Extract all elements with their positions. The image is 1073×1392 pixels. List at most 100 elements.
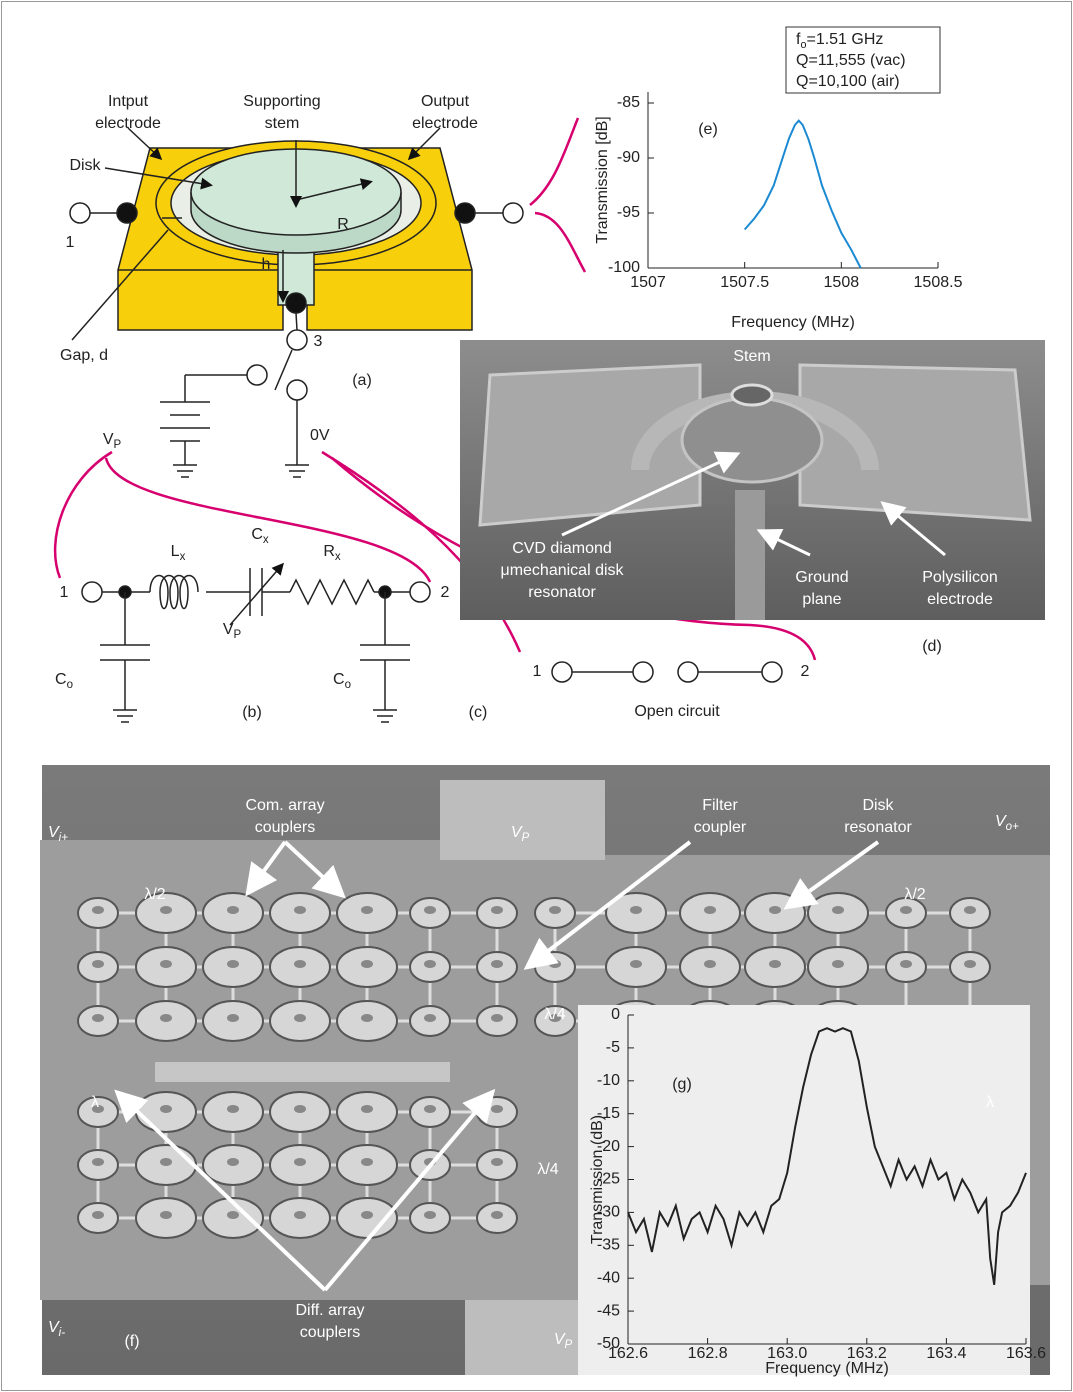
label: λ/4 bbox=[544, 1006, 565, 1023]
label: (a) bbox=[352, 372, 372, 389]
label-sub: x bbox=[335, 551, 341, 563]
y-axis-label: Transmission (dB) bbox=[589, 1115, 606, 1244]
label: (e) bbox=[698, 121, 718, 138]
label: Filter bbox=[702, 797, 738, 814]
label: electrode bbox=[927, 591, 993, 608]
label-base: C bbox=[251, 526, 263, 543]
y-tick-label: -85 bbox=[617, 94, 640, 111]
label-sub: o+ bbox=[1006, 821, 1019, 833]
label: Stem bbox=[733, 348, 770, 365]
resonator-stem bbox=[160, 1105, 172, 1113]
label: 1 bbox=[66, 234, 75, 251]
label: μmechanical disk bbox=[500, 562, 624, 579]
resonator-stem bbox=[160, 1158, 172, 1166]
label: Q=10,100 (air) bbox=[796, 73, 900, 90]
x-axis-label: Frequency (MHz) bbox=[765, 1360, 889, 1377]
resonator-stem bbox=[227, 1105, 239, 1113]
resonator-stem bbox=[769, 960, 781, 968]
resonator-stem bbox=[491, 960, 503, 968]
y-axis-label: Transmission [dB] bbox=[594, 116, 611, 243]
x-tick-label: 162.8 bbox=[688, 1345, 728, 1362]
label-base: C bbox=[55, 671, 67, 688]
label: (b) bbox=[242, 704, 262, 721]
resonator-stem bbox=[491, 1014, 503, 1022]
label: h bbox=[262, 256, 271, 273]
y-tick-label: -5 bbox=[606, 1039, 620, 1056]
y-tick-label: -45 bbox=[597, 1302, 620, 1319]
resonator-stem bbox=[92, 1211, 104, 1219]
resonator-stem bbox=[361, 1014, 373, 1022]
label: Disk bbox=[862, 797, 894, 814]
resonator-stem bbox=[832, 906, 844, 914]
label: 1 bbox=[533, 663, 542, 680]
resonator-stem bbox=[769, 906, 781, 914]
resonator-stem bbox=[424, 906, 436, 914]
resonator-stem bbox=[294, 1211, 306, 1219]
label: Com. array bbox=[245, 797, 324, 814]
resonator-stem bbox=[424, 960, 436, 968]
label-sub: P bbox=[233, 629, 241, 641]
label-sub: i+ bbox=[59, 832, 69, 844]
label-base: L bbox=[171, 543, 180, 560]
resonator-stem bbox=[92, 906, 104, 914]
x-axis-label: Frequency (MHz) bbox=[731, 314, 855, 331]
resonator-stem bbox=[704, 960, 716, 968]
label: 3 bbox=[314, 333, 323, 350]
label: 2 bbox=[801, 663, 810, 680]
label: electrode bbox=[412, 115, 478, 132]
label: Supporting bbox=[243, 93, 320, 110]
label: stem bbox=[265, 115, 300, 132]
resonator-stem bbox=[294, 1014, 306, 1022]
y-tick-label: -10 bbox=[597, 1072, 620, 1089]
label: (g) bbox=[672, 1076, 692, 1093]
x-tick-label: 162.6 bbox=[608, 1345, 648, 1362]
label: λ bbox=[91, 1094, 99, 1111]
label: Polysilicon bbox=[922, 569, 998, 586]
resonator-stem bbox=[630, 906, 642, 914]
y-tick-label: -95 bbox=[617, 204, 640, 221]
resonator-stem bbox=[832, 960, 844, 968]
resonator-stem bbox=[227, 1014, 239, 1022]
label: 2 bbox=[441, 584, 450, 601]
resonator-stem bbox=[361, 1105, 373, 1113]
resonator-stem bbox=[491, 1211, 503, 1219]
label: (d) bbox=[922, 638, 942, 655]
resonator-stem bbox=[227, 1158, 239, 1166]
resonator-stem bbox=[361, 906, 373, 914]
resonator-stem bbox=[92, 960, 104, 968]
resonator-stem bbox=[227, 906, 239, 914]
label-base: V bbox=[223, 621, 234, 638]
label: (f) bbox=[124, 1333, 139, 1350]
resonator-stem bbox=[294, 906, 306, 914]
label-sub: P bbox=[564, 1339, 572, 1351]
resonator-stem bbox=[227, 1211, 239, 1219]
resonator-stem bbox=[294, 1105, 306, 1113]
resonator-stem bbox=[491, 1158, 503, 1166]
resonator-stem bbox=[704, 906, 716, 914]
resonator-stem bbox=[160, 1211, 172, 1219]
label: R bbox=[337, 216, 349, 233]
label: fo=1.51 GHz bbox=[796, 31, 883, 51]
label: Diff. array bbox=[295, 1302, 364, 1319]
resonator-stem bbox=[549, 906, 561, 914]
label: 1 bbox=[60, 584, 69, 601]
label: resonator bbox=[528, 584, 596, 601]
resonator-stem bbox=[160, 1014, 172, 1022]
x-tick-label: 163.6 bbox=[1006, 1345, 1046, 1362]
resonator-stem bbox=[900, 960, 912, 968]
label: Output bbox=[421, 93, 470, 110]
label: couplers bbox=[255, 819, 315, 836]
label: λ/2 bbox=[144, 886, 165, 903]
label-sub: i- bbox=[59, 1327, 66, 1339]
label: (c) bbox=[469, 704, 488, 721]
label: Intput bbox=[108, 93, 149, 110]
x-tick-label: 163.4 bbox=[926, 1345, 966, 1362]
label: coupler bbox=[694, 819, 747, 836]
label-rest: =1.51 GHz bbox=[806, 31, 883, 48]
label: Ground bbox=[795, 569, 848, 586]
label: λ/4 bbox=[537, 1161, 558, 1178]
resonator-stem bbox=[549, 960, 561, 968]
x-tick-label: 1507 bbox=[630, 274, 666, 291]
label: couplers bbox=[300, 1324, 360, 1341]
inset-panel bbox=[578, 1005, 1030, 1375]
